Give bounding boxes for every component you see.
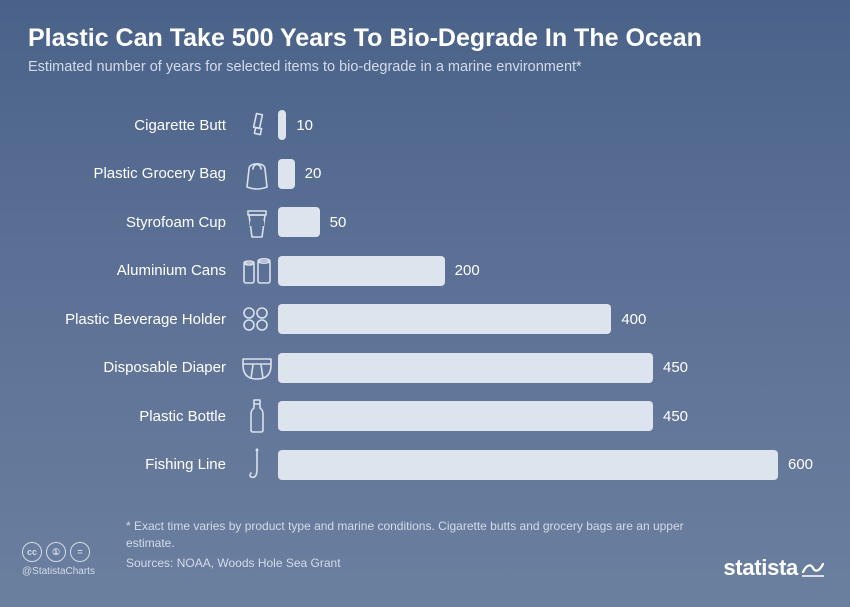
bar-label: Cigarette Butt [28,117,236,134]
bar-value: 450 [663,408,688,425]
diaper-icon [236,353,278,383]
bar-label: Fishing Line [28,456,236,473]
bar-label: Styrofoam Cup [28,214,236,231]
twitter-handle: @StatistaCharts [22,566,95,577]
bar-fill [278,353,653,383]
bar-value: 10 [296,117,313,134]
brand-wave-icon [802,559,824,577]
page-title: Plastic Can Take 500 Years To Bio-Degrad… [28,24,822,53]
bar-track: 10 [278,110,822,140]
sources-text: Sources: NOAA, Woods Hole Sea Grant [126,555,686,571]
hook-icon [236,447,278,483]
rings-icon [236,304,278,334]
bar-track: 20 [278,159,822,189]
bar-value: 600 [788,456,813,473]
footnote-block: * Exact time varies by product type and … [126,518,686,571]
bar-value: 20 [305,165,322,182]
footnote-text: * Exact time varies by product type and … [126,518,686,550]
bottle-icon [236,398,278,434]
brand-text: statista [723,555,798,581]
bar-row: Plastic Beverage Holder 400 [28,295,822,344]
page-subtitle: Estimated number of years for selected i… [28,59,822,75]
bar-row: Aluminium Cans 200 [28,246,822,295]
bar-value: 400 [621,311,646,328]
cigarette-icon [236,108,278,142]
nd-icon: = [70,542,90,562]
bar-fill [278,110,286,140]
cans-icon [236,254,278,288]
brand-logo: statista [723,555,824,581]
bar-fill [278,304,611,334]
attribution-block: cc ① = @StatistaCharts [22,542,95,577]
bar-label: Plastic Grocery Bag [28,165,236,182]
bar-track: 450 [278,401,822,431]
bar-row: Fishing Line 600 [28,440,822,489]
bar-row: Cigarette Butt 10 [28,101,822,150]
bar-label: Disposable Diaper [28,359,236,376]
bar-chart: Cigarette Butt 10 Plastic Grocery Bag 20 Sty… [28,101,822,489]
bar-value: 450 [663,359,688,376]
bar-value: 200 [455,262,480,279]
bar-row: Plastic Grocery Bag 20 [28,149,822,198]
bar-fill [278,159,295,189]
bar-track: 50 [278,207,822,237]
bar-fill [278,401,653,431]
bar-track: 450 [278,353,822,383]
bar-track: 200 [278,256,822,286]
cup-icon [236,205,278,239]
bar-fill [278,207,320,237]
bar-label: Aluminium Cans [28,262,236,279]
by-icon: ① [46,542,66,562]
bar-fill [278,450,778,480]
bar-label: Plastic Bottle [28,408,236,425]
bar-row: Styrofoam Cup 50 [28,198,822,247]
bar-track: 400 [278,304,822,334]
bar-track: 600 [278,450,822,480]
bar-value: 50 [330,214,347,231]
bar-row: Disposable Diaper 450 [28,343,822,392]
cc-badges: cc ① = [22,542,90,562]
bag-icon [236,157,278,191]
bar-fill [278,256,445,286]
bar-row: Plastic Bottle 450 [28,392,822,441]
cc-icon: cc [22,542,42,562]
bar-label: Plastic Beverage Holder [28,311,236,328]
